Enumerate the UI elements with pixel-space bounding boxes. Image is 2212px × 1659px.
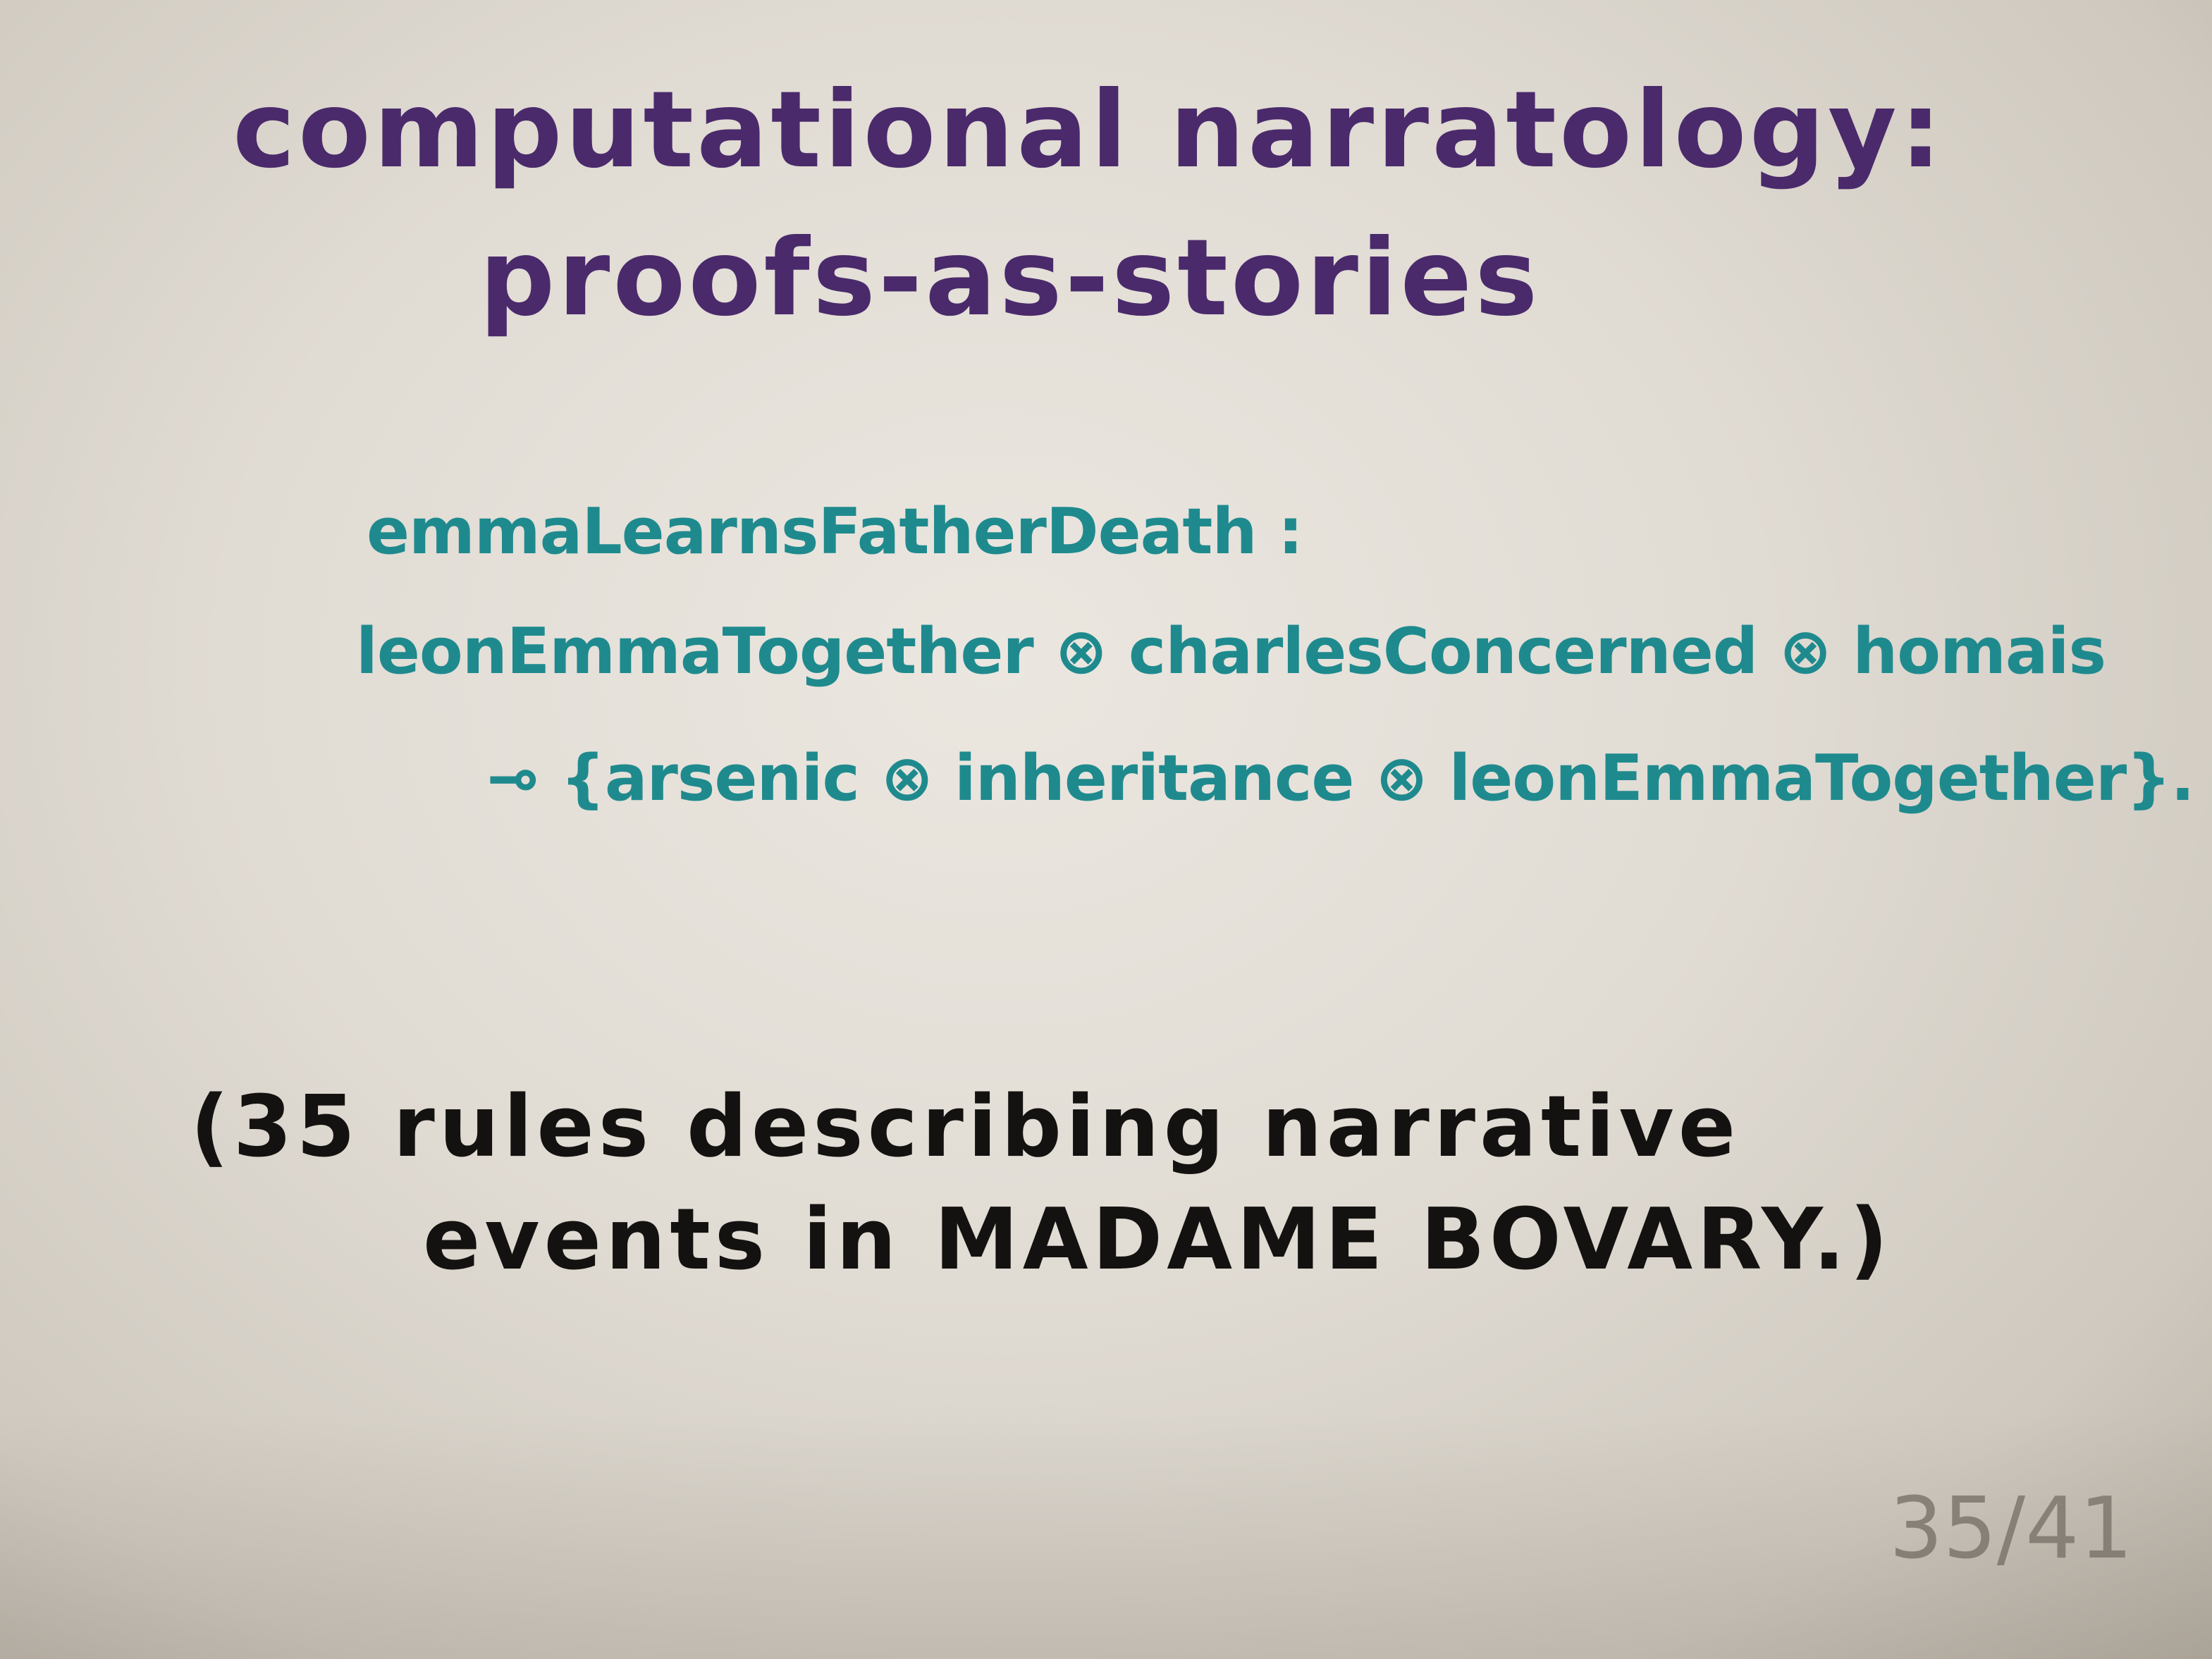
rule-conclusion-line: ⊸ {arsenic ⊗ inheritance ⊗ leonEmmaToget… (486, 741, 2195, 815)
note-line-2: events in MADAME BOVARY.) (423, 1191, 1893, 1289)
note-line-1: (35 rules describing narrative (190, 1078, 1740, 1176)
rule-premise-line: leonEmmaTogether ⊗ charlesConcerned ⊗ ho… (356, 615, 2106, 689)
title-line-1: computational narratology: (233, 69, 1945, 192)
page-number: 35/41 (1889, 1480, 2133, 1578)
rule-name-line: emmaLearnsFatherDeath : (367, 495, 1303, 569)
title-line-2: proofs-as-stories (479, 217, 1541, 340)
